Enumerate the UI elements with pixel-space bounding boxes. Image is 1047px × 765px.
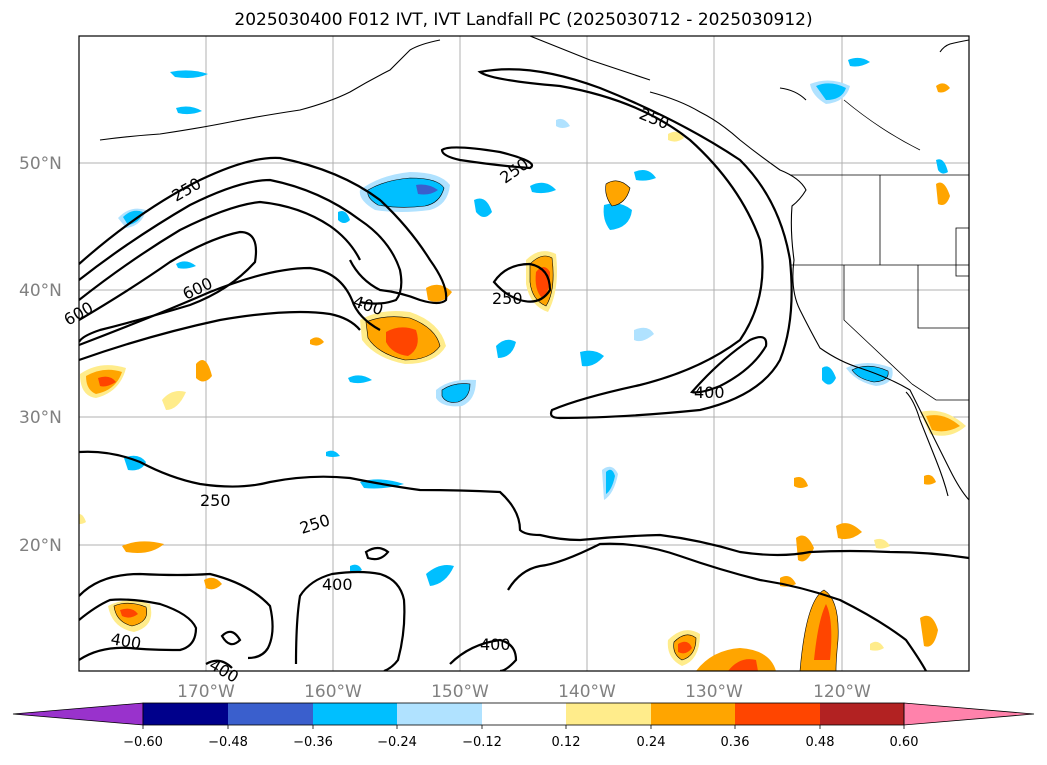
colorbar-segment [820, 703, 904, 725]
colorbar-segment [735, 703, 820, 725]
state-borders [790, 99, 969, 401]
colorbar-tick-marks [142, 725, 905, 729]
colorbar-tick-label: 0.60 [890, 735, 919, 750]
colorbar-extend-high [903, 702, 1035, 726]
lon-label: 120°W [813, 682, 871, 702]
colorbar-segment [228, 703, 313, 725]
colorbar-segment [482, 703, 566, 725]
coastlines [99, 36, 969, 501]
map-frame [78, 35, 970, 672]
lon-label: 160°W [304, 682, 362, 702]
colorbar-segment [651, 703, 735, 725]
colorbar-tick-label: 0.24 [637, 735, 666, 750]
colorbar-tick-label: 0.48 [806, 735, 835, 750]
latitude-labels: 50°N 40°N 30°N 20°N [19, 154, 62, 556]
lon-label: 140°W [558, 682, 616, 702]
colorbar-tick-label: −0.36 [293, 735, 333, 750]
colorbar-tick-label: −0.24 [377, 735, 417, 750]
lat-label: 20°N [19, 536, 62, 556]
lat-label: 40°N [19, 281, 62, 301]
contour-label: 400 [322, 575, 353, 594]
colorbar-segment [313, 703, 397, 725]
colorbar-tick-label: −0.12 [462, 735, 502, 750]
colorbar-tick-label: −0.60 [123, 735, 163, 750]
contour-label: 250 [492, 289, 523, 308]
colorbar-segment [143, 703, 228, 725]
colorbar-segment [566, 703, 651, 725]
negative-anomaly-fills [118, 57, 948, 586]
map-title: 2025030400 F012 IVT, IVT Landfall PC (20… [234, 10, 813, 30]
lon-label: 150°W [431, 682, 489, 702]
lat-label: 50°N [19, 154, 62, 174]
anomaly-outlines [113, 177, 889, 671]
lon-label: 170°W [177, 682, 235, 702]
map-background [79, 36, 969, 671]
lon-label: 130°W [685, 682, 743, 702]
contour-label: 250 [200, 491, 231, 510]
ivt-contours [79, 68, 969, 671]
gridlines [79, 36, 969, 671]
colorbar-extend-low [12, 702, 144, 726]
contour-label: 400 [694, 383, 725, 402]
contour-label: 400 [480, 635, 511, 654]
colorbar-tick-label: 0.36 [721, 735, 750, 750]
longitude-labels: 170°W 160°W 150°W 140°W 130°W 120°W [177, 682, 871, 702]
colorbar-tick-label: −0.48 [208, 735, 248, 750]
lat-label: 30°N [19, 408, 62, 428]
colorbar: −0.60 −0.48 −0.36 −0.24 −0.12 0.12 0.24 … [12, 702, 1035, 750]
colorbar-segment [397, 703, 482, 725]
colorbar-tick-label: 0.12 [552, 735, 581, 750]
